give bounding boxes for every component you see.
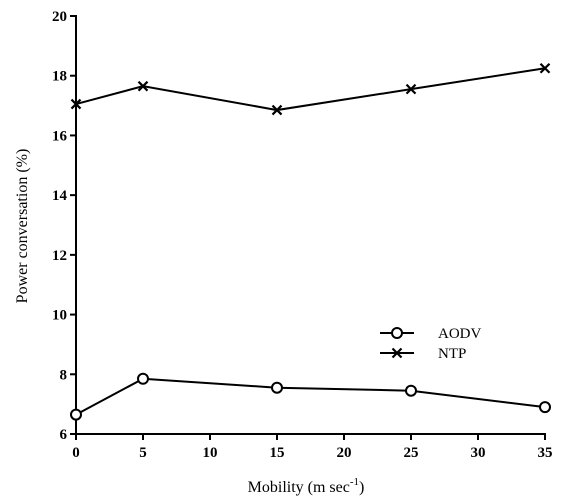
data-point-ntp	[405, 83, 417, 95]
series-line-aodv	[75, 377, 546, 416]
y-tick-label: 14	[52, 188, 68, 204]
y-tick-label: 20	[52, 9, 67, 25]
y-tick-label: 12	[52, 248, 67, 264]
legend: AODV NTP	[380, 326, 481, 362]
data-point-ntp-stroke	[405, 83, 417, 95]
y-tick-label: 18	[52, 69, 67, 85]
y-ticks: 6 8 10 12 14 16 18 20	[52, 9, 76, 443]
axes	[75, 15, 546, 435]
x-tick-label: 15	[270, 445, 285, 461]
x-tick-label: 10	[203, 445, 218, 461]
x-tick-label: 20	[337, 445, 352, 461]
data-point-ntp-stroke	[271, 104, 283, 116]
y-tick-label: 6	[60, 427, 68, 443]
data-point-aodv	[405, 384, 417, 397]
y-tick-label: 10	[52, 308, 67, 324]
x-ticks: 0 5 10 15 20 25 30 35	[72, 434, 553, 461]
data-point-aodv	[539, 401, 551, 414]
legend-label-aodv: AODV	[438, 326, 481, 342]
x-axis-title-close: )	[359, 479, 364, 496]
data-point-ntp-stroke	[539, 62, 551, 74]
legend-label-ntp: NTP	[438, 346, 466, 362]
y-tick-label: 8	[60, 367, 68, 383]
y-tick-label: 16	[52, 128, 68, 144]
data-point-aodv	[70, 408, 82, 421]
data-point-ntp	[137, 80, 149, 92]
y-axis-title: Power conversation (%)	[14, 149, 31, 304]
x-tick-label: 25	[404, 445, 419, 461]
legend-marker-aodv	[391, 327, 403, 339]
x-axis-title-superscript: -1	[350, 476, 359, 488]
data-point-ntp	[539, 62, 551, 74]
x-tick-label: 5	[139, 445, 147, 461]
x-axis-title-main: Mobility (m sec	[248, 479, 350, 496]
data-point-ntp	[271, 104, 283, 116]
x-axis-title: Mobility (m sec-1)	[248, 476, 365, 496]
legend-marker-ntp-stroke	[391, 347, 403, 359]
legend-item-aodv: AODV	[380, 326, 481, 342]
x-tick-label: 30	[471, 445, 486, 461]
legend-item-ntp: NTP	[380, 346, 466, 362]
data-point-aodv	[271, 381, 283, 394]
x-tick-label: 35	[538, 445, 553, 461]
series-ntp	[70, 62, 551, 116]
data-point-aodv	[137, 372, 149, 385]
data-point-ntp-stroke	[70, 98, 82, 110]
data-point-ntp	[70, 98, 82, 110]
x-tick-label: 0	[72, 445, 80, 461]
series-layer	[70, 62, 551, 421]
data-point-ntp-stroke	[137, 80, 149, 92]
legend-marker-ntp	[391, 347, 403, 359]
series-aodv	[70, 372, 551, 421]
